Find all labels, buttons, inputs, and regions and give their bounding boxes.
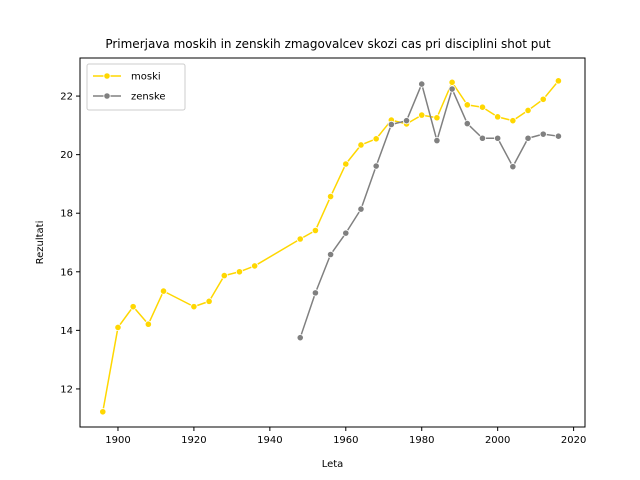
series-layer xyxy=(99,77,563,416)
legend-label: zenske xyxy=(131,92,166,103)
y-axis-title: Rezultati xyxy=(35,221,46,265)
series-moski xyxy=(99,77,563,416)
y-tick-label: 14 xyxy=(60,326,73,337)
data-point xyxy=(372,135,380,143)
data-point xyxy=(463,120,471,128)
y-tick-label: 16 xyxy=(60,267,73,278)
x-tick-label: 2020 xyxy=(561,435,586,446)
data-point xyxy=(342,229,350,237)
data-point xyxy=(144,320,152,328)
x-tick-label: 1960 xyxy=(333,435,358,446)
data-point xyxy=(357,141,365,149)
data-point xyxy=(311,226,320,235)
data-point xyxy=(296,334,304,342)
x-tick-label: 1940 xyxy=(257,435,282,446)
data-point xyxy=(478,103,487,111)
data-point xyxy=(342,160,350,168)
data-point xyxy=(448,85,456,93)
data-point xyxy=(524,106,532,115)
data-point xyxy=(433,136,441,145)
plot-area xyxy=(79,57,586,428)
data-point xyxy=(509,117,517,125)
data-point xyxy=(524,134,532,142)
data-point xyxy=(190,303,198,311)
y-tick-label: 12 xyxy=(60,384,73,395)
x-tick-label: 1980 xyxy=(409,435,434,446)
data-point xyxy=(99,408,107,416)
data-point xyxy=(129,303,137,311)
series-line xyxy=(102,80,559,412)
data-point xyxy=(357,205,365,213)
data-point xyxy=(387,120,395,129)
data-point xyxy=(509,163,517,171)
y-tick-label: 18 xyxy=(60,209,73,220)
chart-title: Primerjava moskih in zenskih zmagovalcev… xyxy=(105,37,551,51)
series-zenske xyxy=(296,80,563,342)
data-point xyxy=(478,134,487,142)
data-point xyxy=(448,78,456,86)
data-point xyxy=(433,114,441,122)
x-axis-title: Leta xyxy=(322,459,344,470)
legend-marker xyxy=(103,72,111,80)
data-point xyxy=(372,162,380,170)
data-point xyxy=(235,268,244,276)
data-point xyxy=(418,111,426,119)
legend-marker xyxy=(103,92,111,100)
y-tick-label: 22 xyxy=(60,92,73,103)
data-point xyxy=(418,80,426,88)
data-point xyxy=(539,130,547,138)
data-point xyxy=(326,192,335,201)
data-point xyxy=(463,101,471,109)
data-point xyxy=(554,77,563,85)
legend: moski zenske xyxy=(86,63,186,111)
data-point xyxy=(205,297,213,305)
data-point xyxy=(296,235,304,243)
legend-item: zenske xyxy=(93,92,166,103)
data-point xyxy=(159,287,168,295)
data-point xyxy=(114,323,122,332)
series-line xyxy=(299,83,559,338)
data-point xyxy=(326,250,335,259)
x-axis: 1900 1920 1940 1960 1980 2000 2020 xyxy=(105,427,586,446)
axes-frame xyxy=(79,57,586,428)
data-point xyxy=(539,95,547,103)
data-point xyxy=(220,271,228,280)
data-point xyxy=(251,262,259,270)
y-axis: 12 14 16 18 20 22 xyxy=(60,92,80,395)
x-tick-label: 1920 xyxy=(181,435,206,446)
y-tick-label: 20 xyxy=(60,150,73,161)
legend-label: moski xyxy=(131,72,161,83)
data-point xyxy=(494,113,502,121)
data-point xyxy=(311,289,320,297)
x-tick-label: 2000 xyxy=(485,435,510,446)
data-point xyxy=(554,132,563,140)
data-point xyxy=(402,117,411,125)
x-tick-label: 1900 xyxy=(105,435,130,446)
data-point xyxy=(494,134,502,142)
legend-item: moski xyxy=(93,72,161,83)
